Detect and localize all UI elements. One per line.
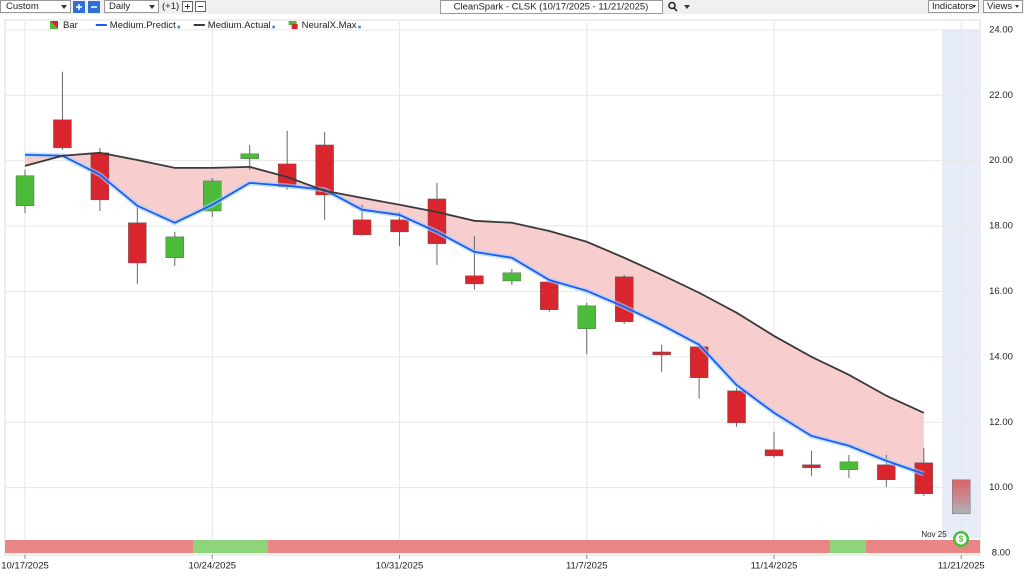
y-tick-label: 18.00: [989, 221, 1013, 232]
spread-fill: [25, 152, 924, 474]
dropdown-arrow: [1015, 5, 1019, 8]
offset-text: (+1): [162, 1, 179, 12]
candle-body: [390, 219, 409, 233]
title-box: [440, 0, 663, 14]
views-button[interactable]: [983, 0, 1023, 13]
x-tick-label: 11/7/2025: [566, 561, 608, 572]
candle-body: [877, 464, 896, 480]
signal-strip-up: [193, 540, 268, 553]
legend-label: Bar: [63, 20, 78, 31]
series-line: [24, 153, 925, 475]
candle-body: [764, 449, 784, 457]
dropdown-arrow[interactable]: [684, 5, 690, 9]
search-icon[interactable]: [668, 1, 676, 10]
x-tick-label: 11/14/2025: [751, 561, 798, 572]
candle-body: [53, 119, 72, 149]
legend-dot: [177, 25, 181, 29]
candle-body: [128, 222, 147, 264]
candle-body: [240, 153, 259, 159]
dropdown-arrow: [61, 5, 67, 9]
search-icon-handle: [673, 7, 678, 12]
candle-body: [315, 144, 334, 196]
legend-label: Medium.Actual: [208, 20, 271, 31]
legend-label: Medium.Predict: [110, 20, 176, 31]
series-line: [24, 151, 925, 414]
indicators-text: Indicators: [932, 1, 973, 12]
forecast-zone: [942, 30, 979, 538]
candle-body: [802, 464, 821, 468]
y-tick-label: 14.00: [989, 351, 1013, 362]
y-tick-label: 10.00: [989, 482, 1013, 493]
candle-body: [502, 272, 522, 282]
range-dropdown[interactable]: [0, 0, 71, 13]
candle-body: [652, 351, 671, 356]
x-tick-label: 10/31/2025: [376, 561, 424, 572]
interval-text: Daily: [109, 1, 130, 12]
y-tick-label: 22.00: [989, 90, 1013, 101]
y-tick-label: 12.00: [989, 417, 1013, 428]
alert-icon-inner: [955, 533, 967, 545]
candle-body: [839, 461, 859, 470]
y-tick-label: 20.00: [989, 155, 1013, 166]
chart-title: CleanSpark - CLSK (10/17/2025 - 11/21/20…: [454, 2, 649, 13]
candle-body: [165, 236, 185, 258]
forecast-range: [952, 479, 971, 515]
interval-dropdown[interactable]: [104, 0, 159, 13]
dropdown-arrow: [972, 5, 976, 8]
signal-strip-up: [830, 540, 866, 553]
x-tick-label: 10/24/2025: [188, 561, 236, 572]
y-tick-label: 16.00: [989, 286, 1013, 297]
alert-icon-symbol: $: [959, 535, 964, 544]
annotation: Nov 25: [921, 530, 947, 539]
plus-icon: [76, 4, 82, 10]
x-tick-label: 10/17/2025: [1, 561, 49, 572]
y-tick-label: 24.00: [989, 24, 1013, 35]
candle-body: [540, 281, 559, 310]
candle-body: [352, 219, 372, 236]
legend-icon: [50, 21, 58, 29]
plus-icon: [185, 4, 190, 9]
plot-frame: [4, 19, 981, 556]
legend-dot: [358, 25, 362, 29]
views-text: Views: [987, 1, 1012, 12]
candle-body: [914, 462, 933, 495]
y-tick-label: 8.00: [992, 548, 1011, 559]
legend-icon: [291, 24, 298, 29]
dropdown-arrow: [149, 5, 155, 9]
candle-body: [465, 275, 484, 285]
x-tick-label: 11/21/2025: [938, 561, 985, 572]
candle-body: [577, 305, 596, 329]
legend-dot: [272, 25, 276, 29]
indicators-button[interactable]: [928, 0, 979, 13]
candle-body: [15, 175, 35, 206]
candle-body: [727, 390, 746, 424]
legend-label: NeuralX.Max: [302, 20, 357, 31]
range-text: Custom: [6, 1, 39, 12]
candle-body: [615, 276, 634, 323]
